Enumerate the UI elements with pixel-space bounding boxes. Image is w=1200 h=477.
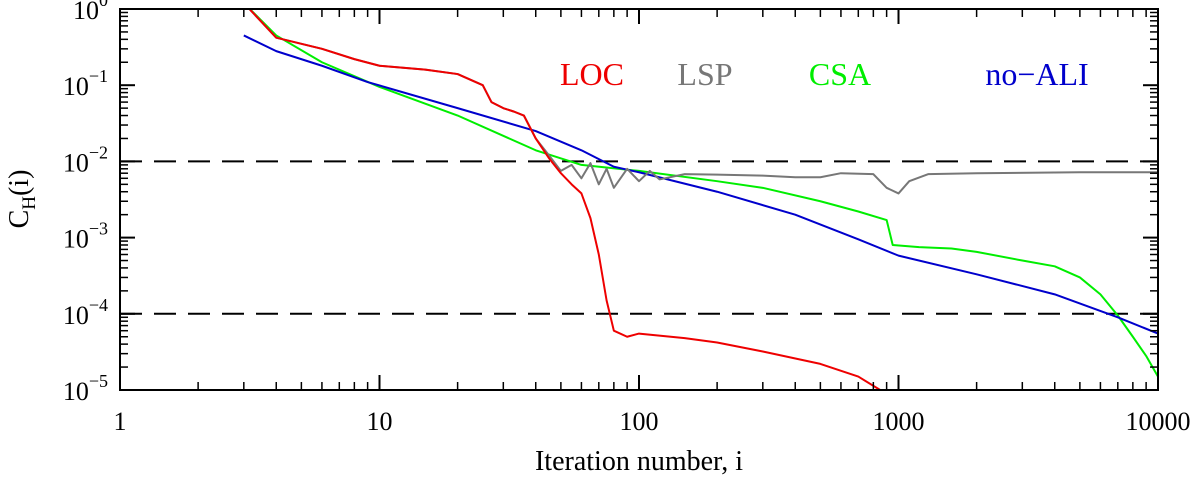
x-tick-label: 1000 [873, 407, 925, 436]
series-line-csa [248, 9, 1158, 378]
y-tick-label: 10−4 [63, 295, 108, 330]
legend-label-no-ali: no−ALI [985, 56, 1088, 92]
x-tick-label: 100 [620, 407, 659, 436]
legend-label-loc: LOC [560, 56, 624, 92]
y-axis-title-main: C [4, 210, 35, 229]
series-line-no-ali [243, 34, 1158, 335]
ticks-layer: 1 10 100 1000 10000 100 10−1 10−2 10−3 10−4 10−5 [63, 0, 1191, 436]
x-tick-label: 1 [114, 407, 127, 436]
y-axis-title: CH(i) [4, 170, 40, 229]
y-tick-label: 10−3 [63, 219, 108, 254]
reference-lines [120, 160, 1158, 315]
x-tick-label: 10000 [1126, 407, 1191, 436]
y-axis-title-tail: (i) [4, 170, 35, 196]
y-tick-label: 10−1 [63, 66, 108, 101]
y-tick-label: 10−5 [63, 371, 108, 406]
legend: LOC LSP CSA no−ALI [560, 56, 1089, 92]
series-line-loc [248, 9, 881, 390]
series-line-lsp [248, 9, 1158, 195]
y-tick-label: 100 [73, 0, 108, 25]
series-layer [243, 9, 1158, 390]
x-axis-title: Iteration number, i [535, 446, 743, 477]
y-tick-label: 10−2 [63, 142, 108, 177]
legend-label-csa: CSA [809, 56, 871, 92]
y-axis-title-sub: H [19, 196, 40, 210]
x-tick-label: 10 [367, 407, 393, 436]
legend-label-lsp: LSP [677, 56, 732, 92]
